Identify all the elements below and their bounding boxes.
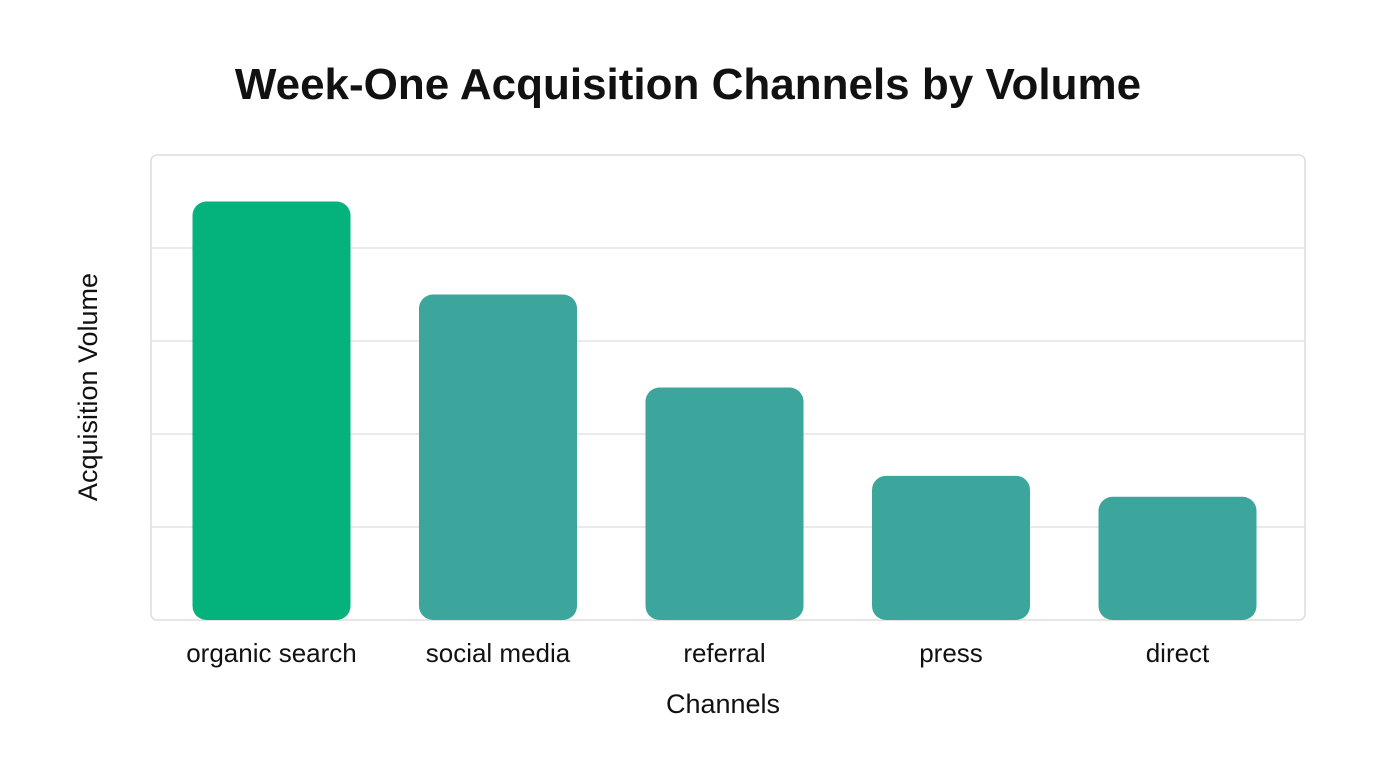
bars xyxy=(192,201,1257,620)
y-axis-label: Acquisition Volume xyxy=(73,273,103,501)
x-tick-label: social media xyxy=(426,638,571,668)
x-tick-labels: organic search social media referral press d… xyxy=(186,638,1210,668)
bar-organic-search xyxy=(192,201,351,620)
x-tick-label: referral xyxy=(683,638,765,668)
x-tick-label: organic search xyxy=(186,638,357,668)
x-tick-label: direct xyxy=(1146,638,1210,668)
x-tick-label: press xyxy=(919,638,983,668)
bar-referral xyxy=(645,387,804,620)
bar-direct xyxy=(1098,496,1257,620)
bar-press xyxy=(872,475,1030,620)
x-axis-label: Channels xyxy=(666,689,780,719)
bar-social-media xyxy=(419,294,577,620)
chart-title: Week-One Acquisition Channels by Volume xyxy=(235,60,1141,109)
